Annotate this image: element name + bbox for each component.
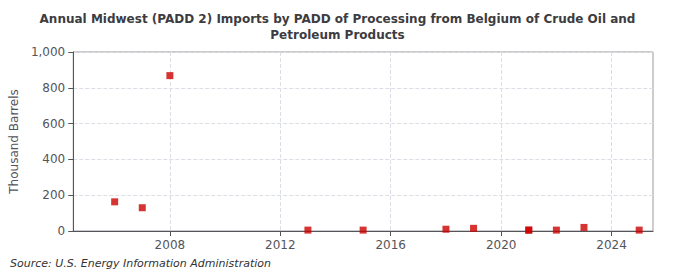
svg-text:2008: 2008 [155, 238, 186, 252]
svg-text:Annual Midwest (PADD 2) Import: Annual Midwest (PADD 2) Imports by PADD … [40, 12, 636, 26]
svg-text:2024: 2024 [596, 238, 627, 252]
svg-text:Source: U.S. Energy Informatio: Source: U.S. Energy Information Administ… [10, 257, 271, 270]
svg-text:2016: 2016 [375, 238, 406, 252]
svg-text:400: 400 [42, 152, 65, 166]
svg-text:1,000: 1,000 [31, 45, 65, 59]
svg-text:200: 200 [42, 188, 65, 202]
svg-text:600: 600 [42, 117, 65, 131]
svg-text:0: 0 [58, 224, 66, 238]
svg-text:800: 800 [42, 81, 65, 95]
svg-text:2012: 2012 [265, 238, 296, 252]
svg-text:2020: 2020 [486, 238, 517, 252]
svg-text:Petroleum Products: Petroleum Products [270, 28, 404, 42]
svg-text:Thousand Barrels: Thousand Barrels [7, 89, 21, 194]
